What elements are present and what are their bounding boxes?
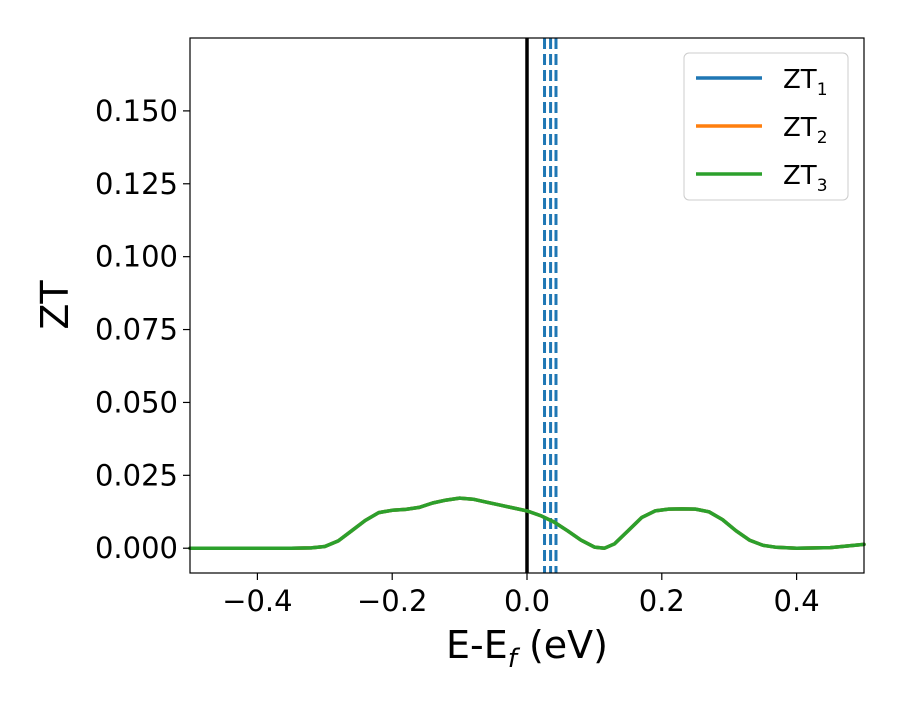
x-tick-label: −0.4: [222, 584, 292, 618]
y-axis-label: ZT: [33, 280, 77, 330]
legend-label-zt3: ZT3: [783, 161, 828, 196]
series-line-zt3: [188, 496, 866, 550]
x-axis-ticks: −0.4 −0.2 0.0 0.2 0.4: [222, 573, 820, 618]
y-axis-ticks: 0.000 0.025 0.050 0.075 0.100 0.125 0.150: [95, 94, 190, 565]
reference-lines: [525, 38, 558, 573]
x-tick-label: 0.4: [774, 584, 820, 618]
y-tick-label: 0.050: [95, 385, 178, 419]
legend-label-zt1: ZT1: [783, 65, 828, 100]
y-tick-label: 0.100: [95, 240, 178, 274]
y-tick-label: 0.150: [95, 94, 178, 128]
y-tick-label: 0.125: [95, 167, 178, 201]
y-tick-label: 0.025: [95, 458, 178, 492]
x-axis-label: E-Ef (eV): [446, 623, 608, 674]
legend-label-zt2: ZT2: [783, 113, 828, 148]
y-tick-label: 0.000: [95, 531, 178, 565]
legend: ZT1 ZT2 ZT3: [683, 52, 849, 201]
legend-frame: [683, 52, 849, 201]
x-tick-label: −0.2: [357, 584, 427, 618]
series-lines: [188, 496, 866, 550]
y-tick-label: 0.075: [95, 313, 178, 347]
x-tick-label: 0.0: [504, 584, 550, 618]
x-tick-label: 0.2: [639, 584, 685, 618]
